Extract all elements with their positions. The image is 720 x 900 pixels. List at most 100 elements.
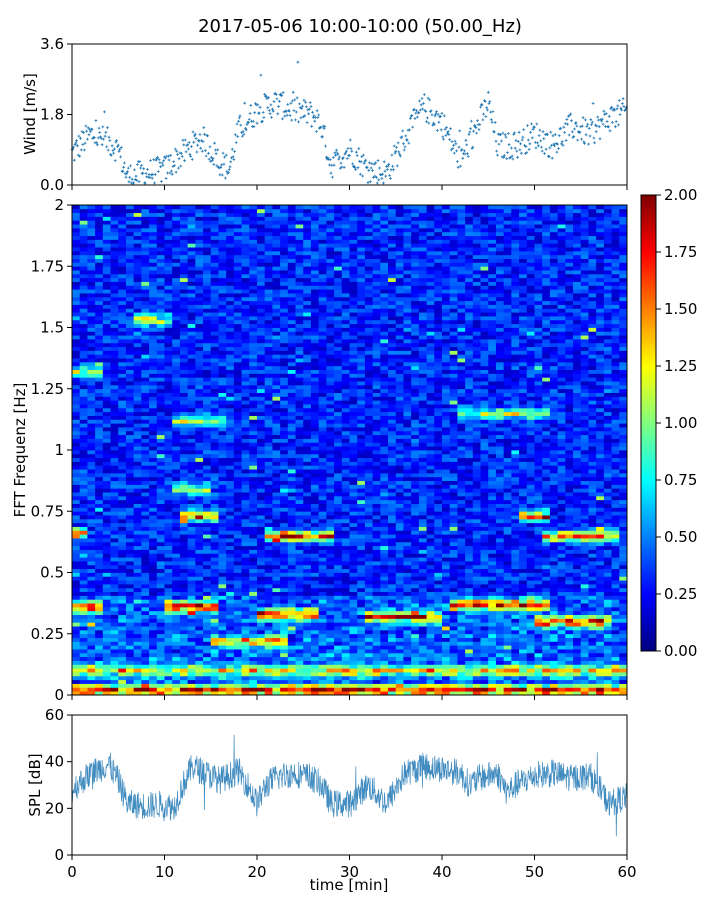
spectrogram-cell: [287, 388, 296, 393]
spectrogram-cell: [156, 247, 165, 252]
spectrogram-cell: [79, 342, 88, 348]
spectrogram-cell: [310, 235, 320, 240]
spectrogram-cell: [195, 300, 204, 305]
spectrogram-cell: [357, 492, 366, 497]
spectrogram-cell: [326, 289, 335, 294]
spectrogram-cell: [233, 358, 242, 363]
spectrogram-cell: [233, 472, 242, 478]
spectrogram-cell: [95, 675, 104, 681]
spectrogram-cell: [241, 262, 250, 267]
spectrogram-cell: [102, 664, 111, 669]
spectrogram-cell: [79, 499, 88, 504]
spectrogram-cell: [264, 465, 273, 470]
spectrogram-cell: [156, 358, 165, 363]
spectrogram-cell: [95, 231, 104, 237]
spectrogram-cell: [341, 239, 350, 244]
spectrogram-cell: [233, 285, 242, 290]
spectrogram-cell: [110, 668, 119, 673]
spectrogram-cell: [341, 492, 350, 497]
spectrogram-cell: [125, 484, 135, 489]
spectrogram-cell: [295, 415, 304, 420]
spectrogram-cell: [156, 507, 165, 512]
spectrogram-cell: [125, 568, 135, 573]
spectrogram-cell: [187, 587, 196, 593]
spectrogram-cell: [349, 411, 358, 416]
spectrogram-cell: [79, 411, 88, 416]
spectrogram-cell: [226, 691, 235, 696]
spectrogram-cell: [241, 656, 250, 661]
spectrogram-cell: [72, 675, 81, 681]
spectrogram-cell: [118, 457, 127, 462]
spectrogram-cell: [349, 392, 358, 397]
spectrogram-cell: [310, 270, 320, 275]
spectrogram-cell: [264, 599, 273, 604]
spectrogram-cell: [218, 541, 227, 547]
spectrogram-cell: [349, 622, 358, 627]
spectrogram-cell: [133, 381, 142, 386]
spectrogram-cell: [79, 633, 88, 638]
spectrogram-cell: [179, 331, 189, 336]
spectrogram-cell: [95, 492, 104, 497]
spectrogram-cell: [179, 338, 189, 344]
spectrogram-cell: [303, 465, 312, 470]
spectrogram-cell: [118, 668, 127, 673]
spectrogram-cell: [195, 250, 204, 256]
spectrogram-cell: [102, 312, 111, 317]
spectrogram-cell: [280, 457, 289, 462]
spectrogram-cell: [141, 649, 150, 654]
spectrogram-cell: [341, 419, 350, 424]
spectrogram-cell: [125, 495, 135, 501]
spectrogram-cell: [249, 683, 258, 688]
spectrogram-cell: [210, 430, 219, 436]
spectrogram-cell: [172, 679, 181, 684]
spectrogram-cell: [164, 637, 173, 642]
spectrogram-cell: [133, 507, 142, 512]
spectrogram-cell: [164, 396, 173, 401]
spectrogram-cell: [172, 254, 181, 259]
spectrogram-cell: [87, 453, 96, 459]
spectrogram-cell: [233, 262, 242, 267]
spectrogram-cell: [357, 243, 366, 248]
spectrogram-cell: [141, 557, 150, 562]
spectrogram-cell: [364, 373, 374, 378]
spectrogram-cell: [79, 488, 88, 493]
spectrogram-cell: [203, 484, 212, 489]
spectrogram-cell: [334, 587, 343, 593]
spectrogram-cell: [295, 273, 304, 279]
spectrogram-cell: [195, 610, 204, 616]
spectrogram-cell: [187, 208, 196, 214]
spectrogram-cell: [87, 526, 96, 531]
spectrogram-cell: [264, 495, 273, 501]
spectrogram-cell: [233, 583, 242, 589]
spectrogram-cell: [349, 641, 358, 646]
spectrogram-cell: [164, 220, 173, 225]
spectrogram-cell: [326, 568, 335, 573]
spectrogram-cell: [287, 507, 296, 512]
spectrogram-cell: [203, 503, 212, 508]
spectrogram-cell: [341, 618, 350, 623]
spectrogram-cell: [341, 465, 350, 470]
spectrogram-cell: [334, 629, 343, 635]
spectrogram-cell: [257, 205, 266, 210]
spectrogram-cell: [233, 277, 242, 282]
spectrogram-cell: [334, 683, 343, 688]
spectrogram-cell: [179, 247, 189, 252]
spectrogram-cell: [72, 652, 81, 658]
spectrogram-cell: [125, 469, 135, 474]
spectrogram-cell: [118, 557, 127, 562]
spectrogram-cell: [87, 599, 96, 604]
spectrogram-cell: [187, 205, 196, 210]
spectrogram-cell: [133, 534, 142, 539]
spectrogram-cell: [287, 465, 296, 470]
spectrogram-cell: [334, 358, 343, 363]
spectrogram-cell: [203, 407, 212, 413]
spectrogram-cell: [318, 526, 327, 531]
spectrogram-cell: [257, 331, 266, 336]
spectrogram-cell: [226, 338, 235, 344]
spectrogram-cell: [79, 503, 88, 508]
spectrogram-cell: [287, 660, 296, 665]
spectrogram-cell: [203, 415, 212, 420]
spectrogram-cell: [141, 293, 150, 298]
spectrogram-cell: [172, 423, 181, 428]
spectrogram-cell: [334, 492, 343, 497]
